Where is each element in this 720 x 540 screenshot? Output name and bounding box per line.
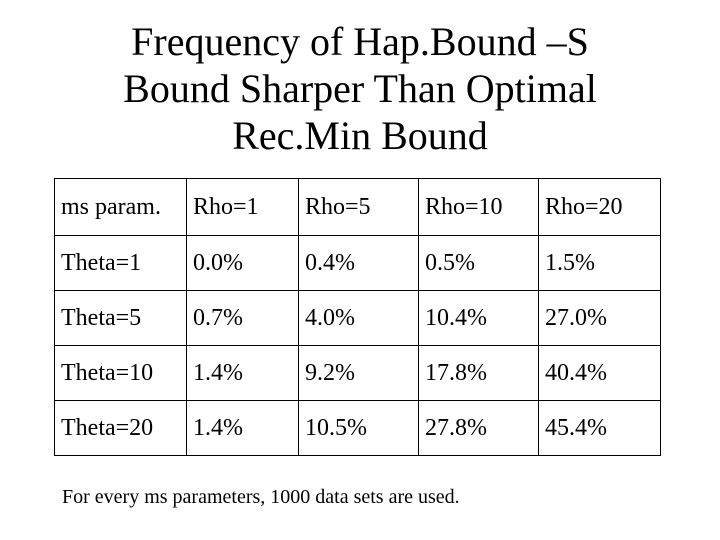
table-cell: 17.8% bbox=[418, 345, 539, 401]
table-cell: 0.7% bbox=[186, 290, 299, 346]
row-label-cell: Theta=5 bbox=[54, 290, 187, 346]
header-cell-ms-param: ms param. bbox=[54, 178, 187, 236]
title-line-1: Frequency of Hap.Bound –S bbox=[131, 19, 589, 64]
table-row: Theta=5 0.7% 4.0% 10.4% 27.0% bbox=[54, 290, 661, 346]
footnote: For every ms parameters, 1000 data sets … bbox=[62, 486, 460, 508]
table-cell: 27.8% bbox=[418, 400, 539, 456]
header-cell-rho-5: Rho=5 bbox=[298, 178, 419, 236]
table-cell: 27.0% bbox=[538, 290, 661, 346]
row-label-cell: Theta=20 bbox=[54, 400, 187, 456]
table-cell: 10.5% bbox=[298, 400, 419, 456]
table-cell: 40.4% bbox=[538, 345, 661, 401]
header-cell-rho-1: Rho=1 bbox=[186, 178, 299, 236]
table-header-row: ms param. Rho=1 Rho=5 Rho=10 Rho=20 bbox=[54, 178, 661, 236]
table-cell: 9.2% bbox=[298, 345, 419, 401]
table-cell: 1.4% bbox=[186, 400, 299, 456]
table-cell: 45.4% bbox=[538, 400, 661, 456]
table-cell: 0.5% bbox=[418, 235, 539, 291]
table-cell: 1.5% bbox=[538, 235, 661, 291]
row-label-cell: Theta=10 bbox=[54, 345, 187, 401]
header-cell-rho-20: Rho=20 bbox=[538, 178, 661, 236]
title-line-2: Bound Sharper Than Optimal bbox=[123, 66, 597, 111]
table-cell: 10.4% bbox=[418, 290, 539, 346]
row-label-cell: Theta=1 bbox=[54, 235, 187, 291]
table-cell: 0.0% bbox=[186, 235, 299, 291]
frequency-table: ms param. Rho=1 Rho=5 Rho=10 Rho=20 Thet… bbox=[54, 178, 661, 456]
table-cell: 1.4% bbox=[186, 345, 299, 401]
table-row: Theta=20 1.4% 10.5% 27.8% 45.4% bbox=[54, 400, 661, 456]
table-row: Theta=10 1.4% 9.2% 17.8% 40.4% bbox=[54, 345, 661, 401]
title-line-3: Rec.Min Bound bbox=[232, 113, 488, 158]
slide-title: Frequency of Hap.Bound –S Bound Sharper … bbox=[0, 18, 720, 159]
header-cell-rho-10: Rho=10 bbox=[418, 178, 539, 236]
table-cell: 4.0% bbox=[298, 290, 419, 346]
table-row: Theta=1 0.0% 0.4% 0.5% 1.5% bbox=[54, 235, 661, 291]
table-cell: 0.4% bbox=[298, 235, 419, 291]
